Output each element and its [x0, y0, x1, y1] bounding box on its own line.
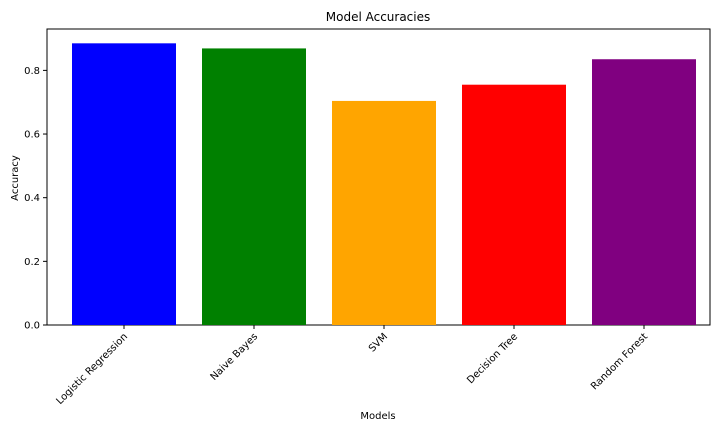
x-tick-label: Random Forest [589, 331, 650, 392]
bar-logistic-regression [72, 43, 176, 325]
y-tick-label: 0.0 [24, 321, 40, 332]
x-axis-title: Models [360, 411, 395, 422]
y-tick-label: 0.4 [24, 193, 40, 204]
bar-naive-bayes [202, 48, 306, 326]
x-tick-label: Naive Bayes [209, 331, 261, 383]
y-axis-title: Accuracy [10, 155, 21, 201]
y-tick-label: 0.6 [24, 130, 40, 141]
y-tick-label: 0.8 [24, 66, 40, 77]
bars [72, 43, 696, 326]
x-tick-label: SVM [367, 331, 390, 354]
x-tick-label: Logistic Regression [55, 331, 131, 407]
x-axis: Logistic Regression Naive Bayes SVM Decisio… [55, 325, 650, 407]
y-axis: 0.0 0.2 0.4 0.6 0.8 [24, 66, 47, 332]
chart-title: Model Accuracies [326, 10, 431, 24]
bar-random-forest [592, 59, 696, 326]
bar-svm [332, 100, 436, 326]
y-tick-label: 0.2 [24, 257, 40, 268]
x-tick-label: Decision Tree [465, 331, 520, 386]
bar-decision-tree [462, 84, 566, 325]
